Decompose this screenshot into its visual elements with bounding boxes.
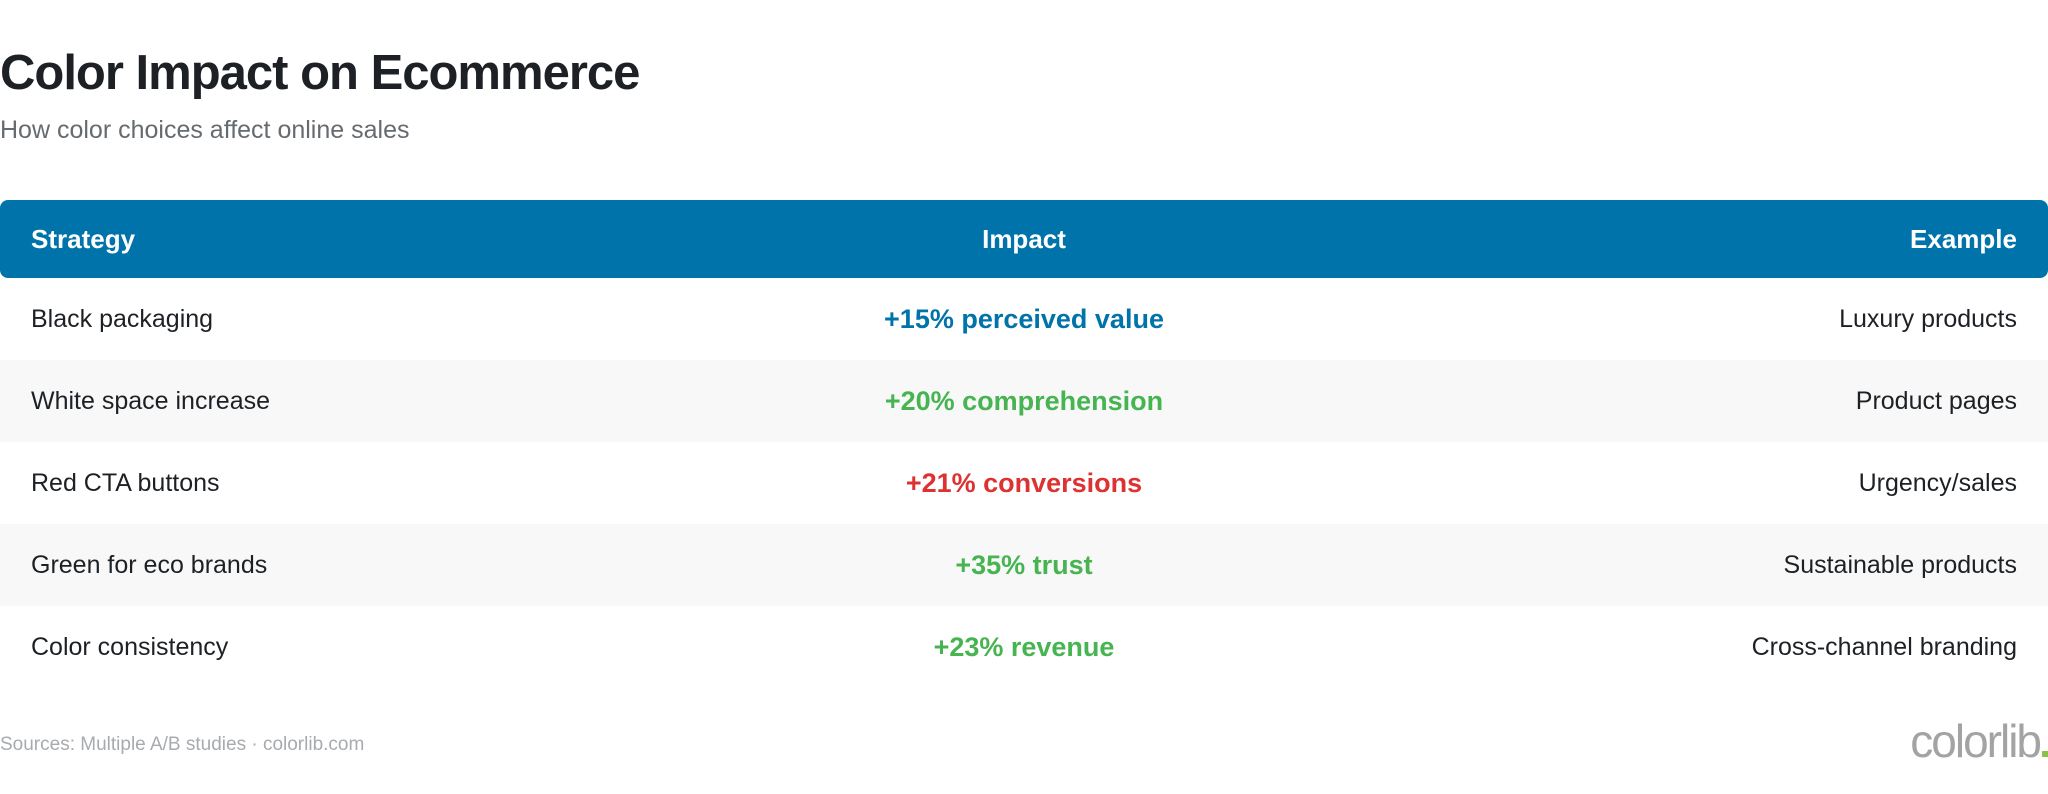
impact-value: +35% trust [955,549,1093,580]
example-cell: Product pages [1855,386,2017,415]
strategy-cell: Green for eco brands [31,550,268,579]
table-row: Color consistency +23% revenue Cross-cha… [0,606,2048,688]
page-title: Color Impact on Ecommerce [0,46,640,100]
strategy-cell: White space increase [31,386,271,415]
column-header-strategy: Strategy [31,223,136,254]
table-row: Black packaging +15% perceived value Lux… [0,278,2048,360]
colorlib-logo[interactable]: colorlib [1910,718,2048,764]
strategy-cell: Black packaging [31,304,214,333]
impact-value: +23% revenue [933,631,1115,662]
column-header-impact: Impact [982,223,1066,254]
logo-text: colorlib [1910,715,2042,767]
table-row: White space increase +20% comprehension … [0,360,2048,442]
example-cell: Sustainable products [1783,550,2017,579]
example-cell: Luxury products [1839,304,2017,333]
example-cell: Urgency/sales [1858,468,2017,497]
column-header-example: Example [1910,223,2017,254]
table-row: Red CTA buttons +21% conversions Urgency… [0,442,2048,524]
example-cell: Cross-channel branding [1751,632,2017,661]
logo-dot-icon [2042,751,2048,757]
impact-table: Strategy Impact Example Black packaging … [0,200,2048,688]
impact-value: +20% comprehension [884,385,1164,416]
impact-value: +21% conversions [905,467,1143,498]
table-header-row: Strategy Impact Example [0,200,2048,278]
page-subtitle: How color choices affect online sales [0,116,410,144]
strategy-cell: Red CTA buttons [31,468,220,497]
table-row: Green for eco brands +35% trust Sustaina… [0,524,2048,606]
strategy-cell: Color consistency [31,632,229,661]
impact-value: +15% perceived value [884,303,1164,334]
source-note: Sources: Multiple A/B studies · colorlib… [0,734,365,755]
